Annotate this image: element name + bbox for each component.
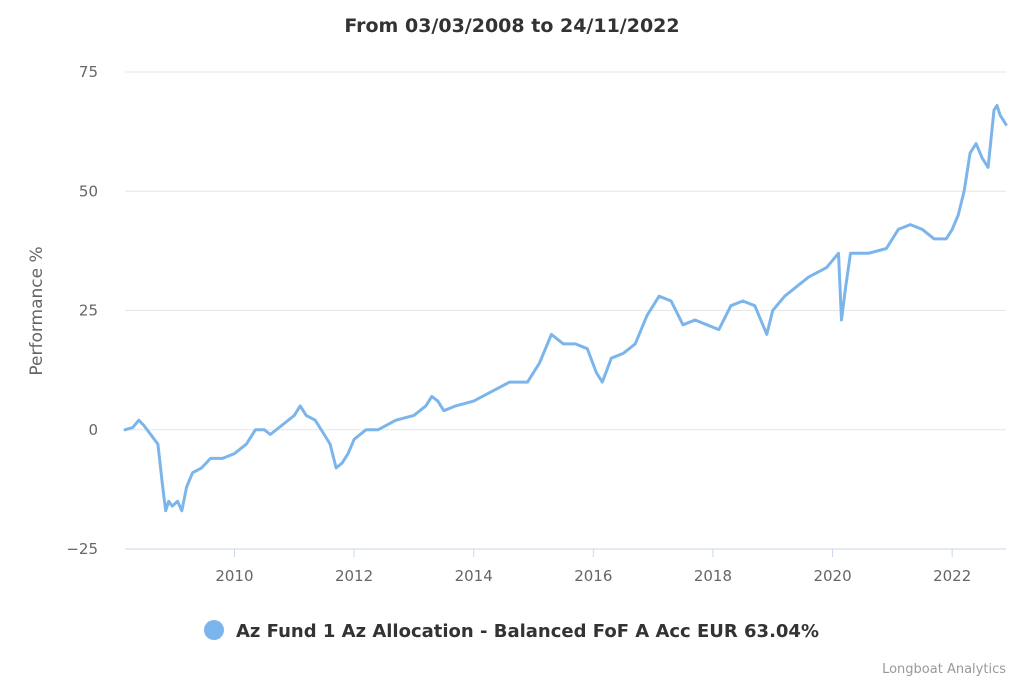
x-tick-label: 2010 — [215, 567, 253, 585]
y-tick-label: 50 — [79, 182, 98, 200]
x-tick-label: 2016 — [574, 567, 612, 585]
chart-title: From 03/03/2008 to 24/11/2022 — [344, 15, 679, 37]
series-line[interactable] — [123, 103, 1008, 513]
x-axis-ticks: 2010 2012 2014 2016 2018 2020 2022 — [215, 549, 971, 585]
x-tick-label: 2022 — [933, 567, 971, 585]
y-axis-label: Performance % — [27, 246, 47, 375]
series-group — [123, 103, 1008, 513]
y-tick-label: 75 — [79, 63, 98, 81]
credits-link[interactable]: Longboat Analytics — [882, 662, 1006, 677]
y-tick-label: 25 — [79, 302, 98, 320]
legend[interactable]: Az Fund 1 Az Allocation - Balanced FoF A… — [204, 620, 819, 642]
y-axis-ticks: −25 0 25 50 75 — [66, 63, 98, 558]
y-tick-label: 0 — [88, 421, 98, 439]
x-tick-label: 2020 — [813, 567, 851, 585]
grid-lines — [125, 71, 1006, 431]
y-tick-label: −25 — [66, 540, 98, 558]
x-tick-label: 2014 — [455, 567, 493, 585]
legend-item-label[interactable]: Az Fund 1 Az Allocation - Balanced FoF A… — [236, 621, 819, 642]
legend-symbol-icon[interactable] — [204, 620, 224, 640]
x-tick-label: 2012 — [335, 567, 373, 585]
x-tick-label: 2018 — [694, 567, 732, 585]
